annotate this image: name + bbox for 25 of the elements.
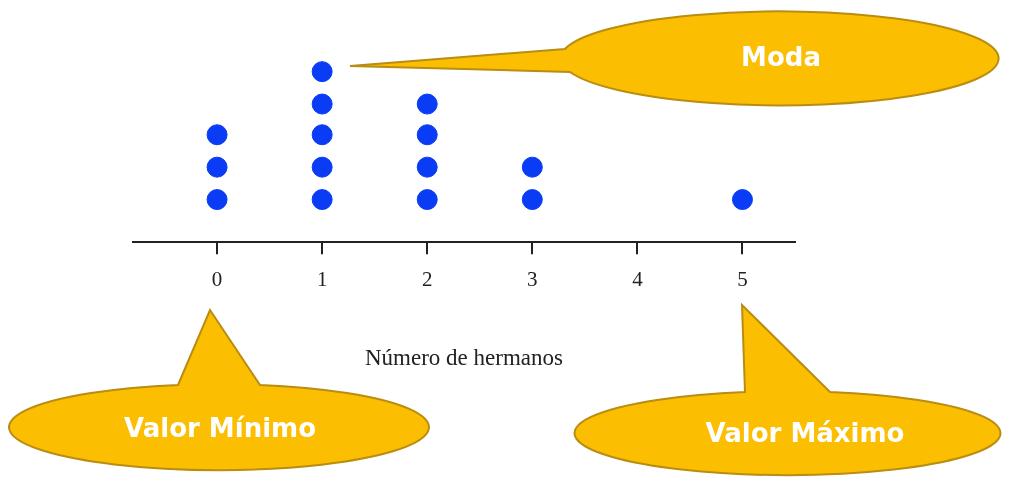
point (206, 156, 228, 178)
x-tick-label: 2 (421, 267, 433, 292)
point (416, 124, 438, 146)
x-tick-label: 4 (632, 267, 644, 292)
x-tick-label: 3 (527, 267, 538, 292)
point (311, 61, 333, 83)
point (521, 156, 543, 178)
point (311, 93, 333, 115)
point (206, 124, 228, 146)
text: Valor Máximo (704, 417, 906, 450)
x-axis-title: Número de hermanos (365, 345, 564, 371)
point (311, 156, 333, 178)
point (521, 189, 543, 211)
point (311, 124, 333, 146)
text: Valor Mínimo (122, 412, 318, 445)
point (416, 93, 438, 115)
point (311, 189, 333, 211)
point (416, 156, 438, 178)
point (416, 189, 438, 211)
x-tick-label: 5 (737, 267, 748, 292)
point (206, 189, 228, 211)
x-tick-label: 1 (316, 267, 328, 292)
annotation: Moda (740, 41, 822, 74)
x-tick-label: 0 (211, 267, 223, 292)
point (731, 189, 753, 211)
